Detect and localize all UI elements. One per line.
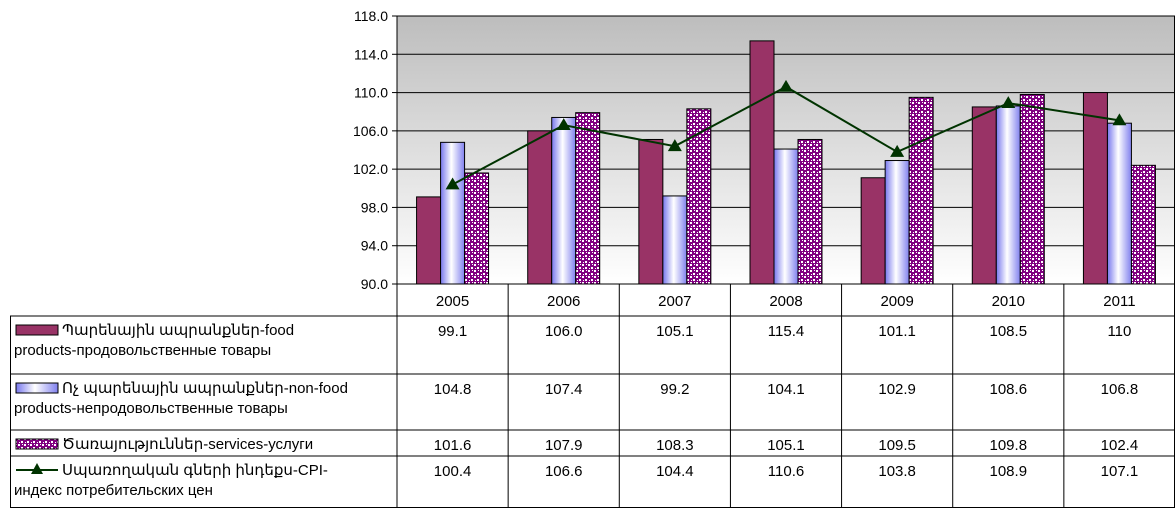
value-cell-2-2006: 107.4 — [545, 381, 583, 398]
series-name-line: Սպառողական գների ինդեքս-CPI- — [62, 462, 328, 479]
value-cell-1-2011: 110 — [1107, 323, 1131, 340]
bar-2-2005 — [440, 141, 466, 285]
cpi-marker-2009 — [890, 144, 905, 157]
value-cell-2-2007: 99.2 — [660, 381, 689, 398]
value-cell-4-2006: 106.6 — [545, 463, 583, 480]
data-table: 2005 2006 2007 2008 2009 2010 2011 Պարենային ապ… — [10, 283, 1175, 508]
y-tick-label: 102.0 — [353, 161, 388, 177]
value-cell-1-2008: 115.4 — [768, 323, 804, 340]
value-cell-2-2008: 104.1 — [767, 381, 805, 398]
bar-3-2008 — [797, 138, 823, 285]
value-cell-3-2009: 109.5 — [878, 437, 916, 454]
value-cell-3-2008: 105.1 — [767, 437, 805, 454]
y-tick-label: 114.0 — [354, 46, 388, 62]
cpi-marker-2010 — [1001, 96, 1016, 108]
bar-2-2008 — [773, 148, 799, 285]
value-cell-1-2006: 106.0 — [545, 323, 583, 340]
cpi-marker-2006 — [556, 118, 571, 131]
bars — [416, 40, 1156, 285]
series-name-line: Պարենային ապրանքներ-food — [62, 322, 294, 339]
bar-3-2006 — [575, 112, 601, 285]
value-cell-4-2010: 108.9 — [990, 463, 1028, 480]
value-cell-1-2010: 108.5 — [990, 323, 1028, 340]
bar-1-2006 — [527, 130, 553, 285]
y-tick-label: 110.0 — [354, 85, 388, 101]
y-tick-label: 90.0 — [361, 276, 388, 292]
value-cell-3-2011: 102.4 — [1101, 437, 1139, 454]
legend-key-3 — [15, 438, 59, 450]
category-label-2007: 2007 — [658, 293, 691, 310]
y-tick-label: 98.0 — [361, 199, 388, 215]
value-cell-3-2007: 108.3 — [656, 437, 694, 454]
bar-1-2007 — [638, 138, 664, 285]
bar-3-2010 — [1019, 93, 1045, 285]
category-label-2009: 2009 — [880, 293, 913, 310]
bar-3-2005 — [464, 172, 490, 285]
y-tick-label: 94.0 — [361, 238, 388, 254]
category-label-2010: 2010 — [992, 293, 1025, 310]
value-cell-3-2010: 109.8 — [990, 437, 1028, 454]
value-cell-3-2005: 101.6 — [434, 437, 472, 454]
legend-key-marker — [31, 463, 43, 474]
category-label-2005: 2005 — [436, 293, 469, 310]
bar-1-2011 — [1082, 92, 1108, 285]
bar-1-2010 — [971, 106, 997, 285]
value-cell-4-2005: 100.4 — [434, 463, 472, 480]
legend-key-2 — [15, 382, 59, 394]
value-cell-3-2006: 107.9 — [545, 437, 583, 454]
bar-1-2005 — [416, 196, 442, 285]
value-cell-1-2009: 101.1 — [878, 323, 916, 340]
series-name-line: индекс потребительских цен — [14, 482, 213, 499]
category-label-2008: 2008 — [769, 293, 802, 310]
cpi-marker-2007 — [667, 139, 682, 152]
bar-1-2009 — [860, 177, 886, 285]
bar-3-2009 — [908, 96, 934, 285]
bar-2-2011 — [1106, 122, 1132, 285]
bar-2-2007 — [662, 195, 688, 285]
cpi-marker-2008 — [779, 79, 793, 92]
bar-3-2011 — [1130, 164, 1156, 285]
value-cell-1-2005: 99.1 — [438, 323, 467, 340]
category-label-2011: 2011 — [1103, 293, 1135, 310]
series-name-line: products-продовольственные товары — [14, 342, 271, 359]
category-label-2006: 2006 — [547, 293, 580, 310]
value-cell-2-2005: 104.8 — [434, 381, 472, 398]
value-cell-4-2011: 107.1 — [1101, 463, 1139, 480]
value-cell-2-2009: 102.9 — [878, 381, 916, 398]
series-name-line: Ծառայություններ-services-услуги — [62, 436, 313, 453]
cpi-line-group — [445, 79, 1127, 190]
value-cell-2-2011: 106.8 — [1101, 381, 1139, 398]
cpi-marker-2005 — [445, 177, 460, 190]
bar-2-2010 — [995, 105, 1021, 285]
bar-3-2007 — [686, 108, 712, 285]
value-cell-2-2010: 108.6 — [990, 381, 1028, 398]
series-name-line: products-непродовольственные товары — [14, 400, 288, 417]
bar-1-2008 — [749, 40, 775, 285]
cpi-marker-2011 — [1112, 113, 1127, 126]
value-cell-4-2008: 110.6 — [768, 463, 804, 480]
series-name-line: Ոչ պարենային ապրանքներ-non-food — [62, 380, 348, 397]
value-cell-4-2007: 104.4 — [656, 463, 694, 480]
bar-2-2006 — [551, 116, 577, 285]
value-cell-4-2009: 103.8 — [878, 463, 916, 480]
bar-2-2009 — [884, 160, 910, 285]
legend-key-1 — [15, 324, 59, 336]
y-tick-label: 118.0 — [354, 8, 388, 24]
value-cell-1-2007: 105.1 — [656, 323, 694, 340]
y-tick-label: 106.0 — [353, 123, 388, 139]
